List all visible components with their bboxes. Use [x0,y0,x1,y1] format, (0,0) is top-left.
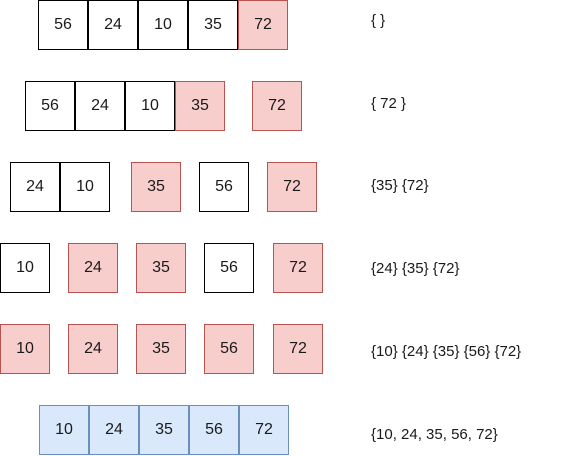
array-cell: 72 [238,0,288,50]
set-label: {24} {35} {72} [371,260,460,277]
array-cell: 56 [189,405,239,455]
set-label: {10, 24, 35, 56, 72} [371,426,498,443]
array-cell: 56 [204,243,254,293]
array-cell: 24 [88,0,138,50]
array-cell: 35 [136,243,186,293]
array-cell: 10 [0,243,50,293]
set-label: {35} {72} [371,177,429,194]
set-label: { } [371,12,386,29]
array-cell: 56 [199,162,249,212]
array-cell: 72 [267,162,317,212]
array-cell: 24 [75,81,125,131]
array-cell: 35 [139,405,189,455]
array-cell: 10 [39,405,89,455]
array-cell: 35 [136,324,186,374]
array-cell: 24 [68,324,118,374]
array-cell: 72 [273,243,323,293]
array-cell: 56 [25,81,75,131]
array-cell: 56 [38,0,88,50]
array-cell: 72 [239,405,289,455]
array-cell: 10 [60,162,110,212]
set-label: {10} {24} {35} {56} {72} [371,343,522,360]
array-cell: 24 [68,243,118,293]
array-cell: 24 [89,405,139,455]
set-label: { 72 } [371,95,407,112]
array-cell: 72 [252,81,302,131]
array-cell: 56 [204,324,254,374]
array-cell: 10 [138,0,188,50]
array-cell: 72 [273,324,323,374]
array-cell: 35 [131,162,181,212]
array-cell: 35 [175,81,225,131]
array-cell: 35 [188,0,238,50]
array-cell: 10 [125,81,175,131]
array-cell: 10 [0,324,50,374]
array-cell: 24 [10,162,60,212]
